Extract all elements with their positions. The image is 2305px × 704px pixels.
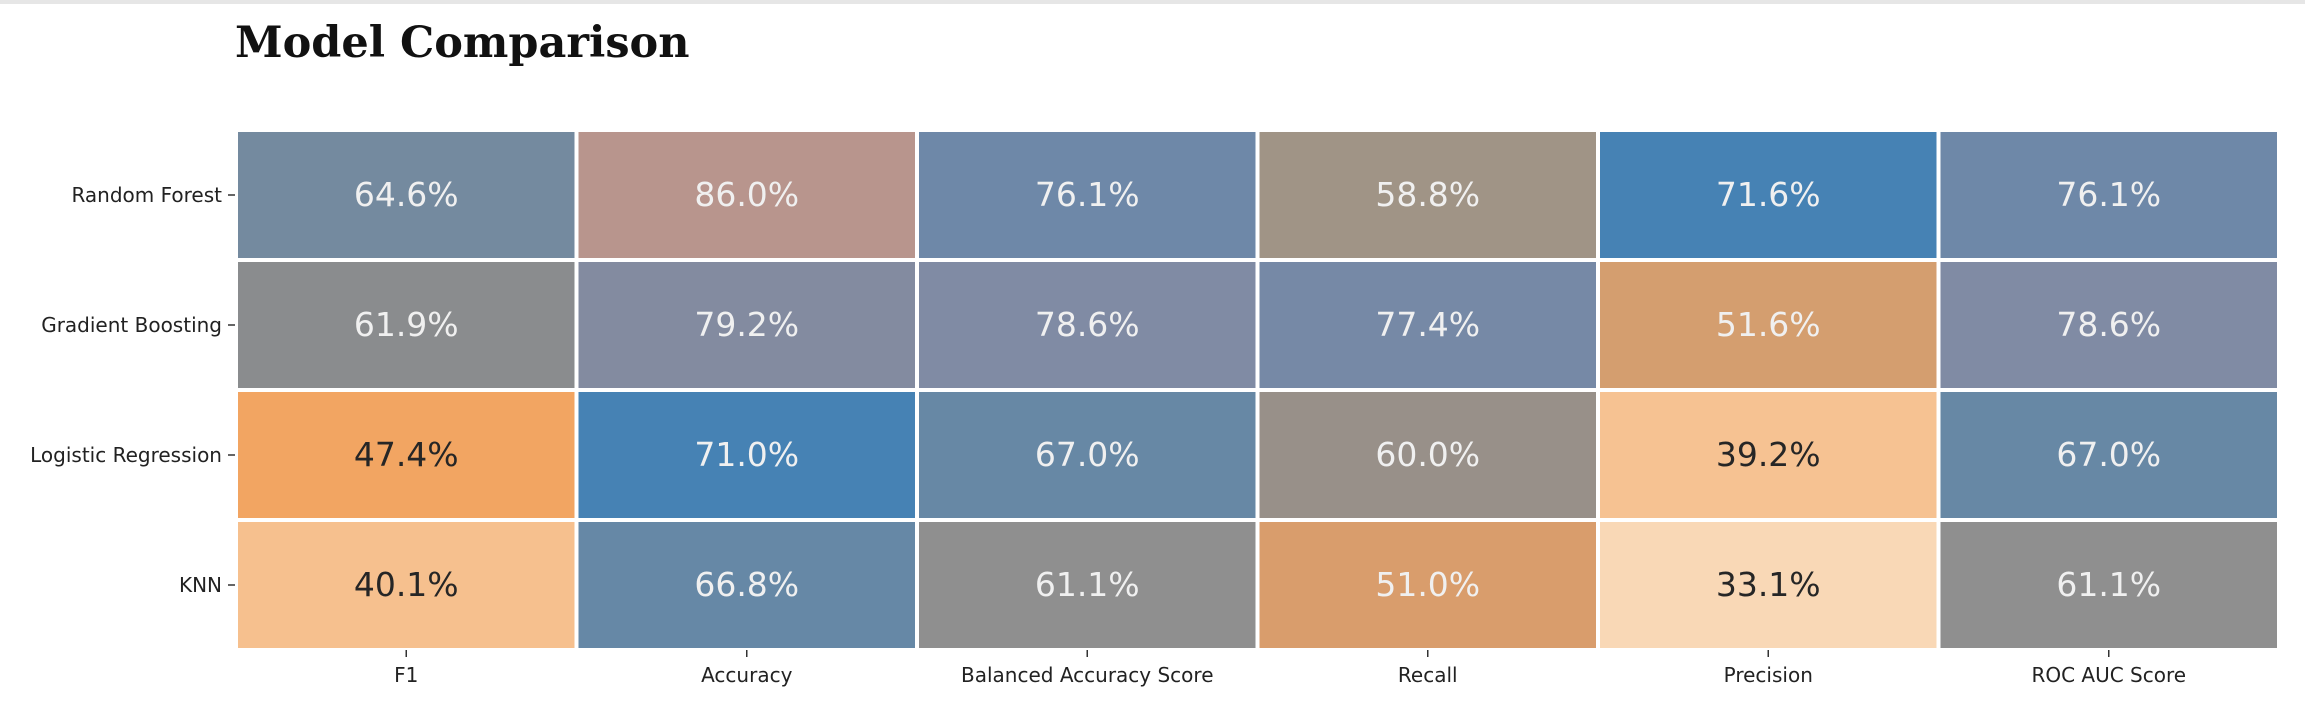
- heatmap-cell: [578, 132, 915, 258]
- x-tick-label: Accuracy: [701, 663, 792, 687]
- cell-value-label: 71.6%: [1716, 175, 1821, 214]
- cell-value-label: 51.0%: [1375, 565, 1480, 604]
- heatmap-cell: [578, 522, 915, 648]
- cell-value-label: 78.6%: [2056, 305, 2161, 344]
- cell-value-label: 66.8%: [694, 565, 799, 604]
- heatmap-cell: [1940, 392, 2277, 518]
- heatmap-cell: [1259, 392, 1596, 518]
- heatmap-cell: [578, 392, 915, 518]
- heatmap-cell: [919, 522, 1256, 648]
- top-border: [0, 0, 2305, 4]
- cell-value-label: 86.0%: [694, 175, 799, 214]
- x-tick-label: F1: [394, 663, 418, 687]
- chart-title: Model Comparison: [235, 18, 690, 68]
- cell-value-label: 79.2%: [694, 305, 799, 344]
- heatmap-cell: [1600, 132, 1937, 258]
- heatmap-cell: [238, 262, 575, 388]
- y-tick-label: Gradient Boosting: [41, 313, 222, 337]
- heatmap-cell: [919, 132, 1256, 258]
- cell-value-label: 76.1%: [1035, 175, 1140, 214]
- x-tick-label: ROC AUC Score: [2031, 663, 2186, 687]
- cell-value-label: 60.0%: [1375, 435, 1480, 474]
- cell-value-label: 61.9%: [354, 305, 459, 344]
- cell-value-label: 77.4%: [1375, 305, 1480, 344]
- heatmap-cell: [238, 522, 575, 648]
- heatmap-cell: [1940, 262, 2277, 388]
- cell-value-label: 61.1%: [2056, 565, 2161, 604]
- heatmap-cell: [1600, 392, 1937, 518]
- cell-value-label: 76.1%: [2056, 175, 2161, 214]
- cell-value-label: 61.1%: [1035, 565, 1140, 604]
- cell-value-label: 39.2%: [1716, 435, 1821, 474]
- cell-value-label: 78.6%: [1035, 305, 1140, 344]
- cell-value-label: 67.0%: [1035, 435, 1140, 474]
- heatmap-cell: [1259, 522, 1596, 648]
- x-tick-label: Precision: [1724, 663, 1813, 687]
- y-tick-label: KNN: [179, 573, 222, 597]
- cell-value-label: 58.8%: [1375, 175, 1480, 214]
- heatmap-cell: [1259, 132, 1596, 258]
- cell-value-label: 71.0%: [694, 435, 799, 474]
- heatmap-cell: [1600, 262, 1937, 388]
- heatmap-cell: [919, 392, 1256, 518]
- cell-value-label: 40.1%: [354, 565, 459, 604]
- cell-value-label: 64.6%: [354, 175, 459, 214]
- cell-value-label: 51.6%: [1716, 305, 1821, 344]
- heatmap-cell: [919, 262, 1256, 388]
- x-tick-label: Balanced Accuracy Score: [961, 663, 1214, 687]
- heatmap-cell: [1259, 262, 1596, 388]
- cell-value-label: 47.4%: [354, 435, 459, 474]
- heatmap-cell: [1940, 132, 2277, 258]
- cell-value-label: 33.1%: [1716, 565, 1821, 604]
- heatmap-cell: [578, 262, 915, 388]
- heatmap-cell: [1600, 522, 1937, 648]
- y-tick-label: Random Forest: [71, 183, 222, 207]
- heatmap-cell: [238, 392, 575, 518]
- cell-value-label: 67.0%: [2056, 435, 2161, 474]
- heatmap-cell: [238, 132, 575, 258]
- x-tick-label: Recall: [1398, 663, 1458, 687]
- y-tick-label: Logistic Regression: [30, 443, 222, 467]
- heatmap-cell: [1940, 522, 2277, 648]
